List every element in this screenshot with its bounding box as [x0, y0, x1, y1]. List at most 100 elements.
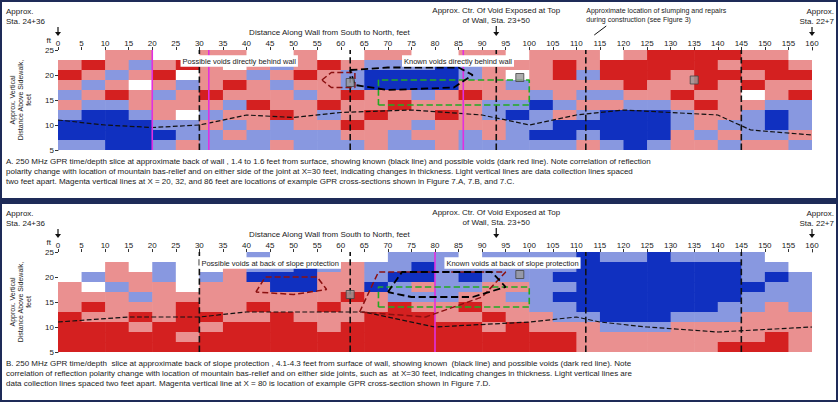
svg-text:35: 35 — [218, 39, 227, 48]
svg-text:105: 105 — [546, 39, 560, 48]
svg-text:90: 90 — [478, 39, 487, 48]
svg-text:80: 80 — [431, 39, 440, 48]
svg-text:160: 160 — [805, 39, 819, 48]
svg-text:140: 140 — [711, 241, 725, 250]
svg-text:A. 250 MHz GPR time/depth slic: A. 250 MHz GPR time/depth slice at appro… — [6, 157, 651, 166]
svg-text:35: 35 — [218, 241, 227, 250]
svg-text:40: 40 — [242, 241, 251, 250]
svg-text:Distance Above Sidewalk,: Distance Above Sidewalk, — [17, 60, 24, 141]
svg-text:120: 120 — [617, 241, 631, 250]
svg-text:60: 60 — [336, 241, 345, 250]
svg-text:Distance Above Sidewalk,: Distance Above Sidewalk, — [17, 262, 24, 343]
svg-text:Approx. Ctr. Of Void Exposed a: Approx. Ctr. Of Void Exposed at Top — [432, 208, 560, 217]
svg-text:25: 25 — [45, 46, 54, 55]
svg-text:correlation of reflection pola: correlation of reflection polarity chang… — [6, 369, 632, 378]
svg-text:70: 70 — [383, 241, 392, 250]
svg-text:140: 140 — [711, 39, 725, 48]
svg-text:135: 135 — [688, 241, 702, 250]
svg-text:Known voids at back of slope p: Known voids at back of slope protection — [446, 259, 578, 268]
svg-text:Possible voids at back of slop: Possible voids at back of slope protecti… — [201, 259, 339, 268]
svg-text:70: 70 — [383, 39, 392, 48]
svg-text:Approximate location of slumpi: Approximate location of slumping and rep… — [586, 7, 727, 15]
svg-text:during construction (see Figur: during construction (see Figure 3) — [586, 16, 691, 24]
svg-text:60: 60 — [336, 39, 345, 48]
svg-text:5: 5 — [50, 146, 55, 155]
svg-text:Sta. 22+7: Sta. 22+7 — [800, 17, 835, 26]
svg-text:polarity change with location: polarity change with location of mountai… — [6, 167, 633, 176]
svg-text:145: 145 — [735, 39, 749, 48]
svg-text:15: 15 — [45, 298, 54, 307]
svg-text:Known voids directly behind wa: Known voids directly behind wall — [404, 57, 512, 66]
svg-text:125: 125 — [640, 39, 654, 48]
svg-text:Approx. Ctr. Of Void Exposed a: Approx. Ctr. Of Void Exposed at Top — [432, 6, 560, 15]
svg-text:65: 65 — [360, 241, 369, 250]
svg-text:75: 75 — [407, 241, 416, 250]
svg-text:15: 15 — [45, 96, 54, 105]
svg-text:75: 75 — [407, 39, 416, 48]
svg-text:feet: feet — [25, 94, 32, 106]
svg-text:Approx. Vertical: Approx. Vertical — [9, 277, 17, 326]
svg-text:40: 40 — [242, 39, 251, 48]
svg-text:110: 110 — [570, 39, 583, 48]
svg-text:ft: ft — [47, 36, 52, 45]
svg-text:25: 25 — [171, 241, 180, 250]
svg-text:25: 25 — [171, 39, 180, 48]
svg-text:110: 110 — [570, 241, 583, 250]
svg-text:65: 65 — [360, 39, 369, 48]
svg-text:25: 25 — [45, 248, 54, 257]
svg-text:15: 15 — [124, 241, 133, 250]
svg-text:0: 0 — [56, 39, 61, 48]
svg-text:120: 120 — [617, 39, 631, 48]
svg-text:155: 155 — [782, 241, 796, 250]
svg-text:ft: ft — [47, 238, 52, 247]
svg-text:100: 100 — [523, 39, 537, 48]
svg-text:55: 55 — [313, 39, 322, 48]
svg-text:feet: feet — [25, 296, 32, 308]
svg-text:30: 30 — [195, 241, 204, 250]
svg-text:10: 10 — [101, 241, 110, 250]
svg-text:Possible voids directly behind: Possible voids directly behind wall — [183, 57, 297, 66]
svg-text:85: 85 — [454, 39, 463, 48]
svg-text:5: 5 — [79, 241, 84, 250]
svg-text:160: 160 — [805, 241, 819, 250]
svg-text:10: 10 — [101, 39, 110, 48]
svg-text:125: 125 — [640, 241, 654, 250]
svg-text:Distance Along Wall from South: Distance Along Wall from South to North,… — [249, 28, 410, 37]
svg-text:95: 95 — [501, 241, 510, 250]
svg-text:115: 115 — [594, 241, 607, 250]
svg-text:Approx.: Approx. — [806, 209, 834, 218]
svg-text:115: 115 — [594, 39, 607, 48]
svg-text:B. 250 MHz GPR time/depth sli: B. 250 MHz GPR time/depth slice at appro… — [6, 359, 632, 368]
svg-text:20: 20 — [45, 273, 54, 282]
svg-text:85: 85 — [454, 241, 463, 250]
svg-text:15: 15 — [124, 39, 133, 48]
svg-text:45: 45 — [266, 241, 275, 250]
svg-text:135: 135 — [688, 39, 702, 48]
svg-text:Approx.: Approx. — [806, 7, 834, 16]
svg-text:30: 30 — [195, 39, 204, 48]
svg-text:0: 0 — [56, 241, 61, 250]
svg-text:10: 10 — [45, 323, 54, 332]
svg-text:55: 55 — [313, 241, 322, 250]
svg-text:80: 80 — [431, 241, 440, 250]
svg-text:130: 130 — [664, 39, 678, 48]
svg-text:20: 20 — [45, 71, 54, 80]
svg-text:Approx.: Approx. — [6, 209, 34, 218]
svg-text:Sta. 24+36: Sta. 24+36 — [6, 17, 45, 26]
svg-text:Distance Along Wall from South: Distance Along Wall from South to North,… — [249, 230, 410, 239]
svg-text:50: 50 — [289, 39, 298, 48]
svg-text:20: 20 — [148, 241, 157, 250]
svg-text:100: 100 — [523, 241, 537, 250]
svg-text:Sta. 22+7: Sta. 22+7 — [800, 219, 835, 228]
svg-text:45: 45 — [266, 39, 275, 48]
svg-text:20: 20 — [148, 39, 157, 48]
svg-text:150: 150 — [758, 241, 772, 250]
svg-text:95: 95 — [501, 39, 510, 48]
svg-text:of Wall, Sta. 23+50: of Wall, Sta. 23+50 — [462, 218, 530, 227]
svg-text:5: 5 — [50, 348, 55, 357]
svg-text:of Wall, Sta. 23+50: of Wall, Sta. 23+50 — [462, 16, 530, 25]
svg-text:50: 50 — [289, 241, 298, 250]
svg-text:90: 90 — [478, 241, 487, 250]
svg-text:Approx.: Approx. — [6, 7, 34, 16]
svg-text:105: 105 — [546, 241, 560, 250]
